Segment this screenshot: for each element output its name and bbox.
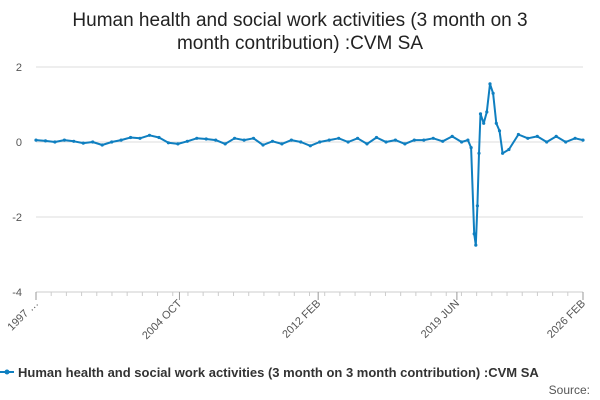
data-point[interactable] (472, 232, 476, 236)
data-point[interactable] (91, 140, 95, 144)
data-point[interactable] (223, 142, 227, 146)
x-tick-label: 2026 FEB (545, 298, 588, 341)
data-point[interactable] (270, 139, 275, 143)
data-point[interactable] (485, 110, 489, 114)
data-point[interactable] (501, 151, 505, 155)
data-point[interactable] (474, 243, 478, 247)
data-point[interactable] (53, 140, 57, 144)
x-tick-label: 2004 OCT (140, 297, 185, 342)
data-point[interactable] (185, 139, 189, 143)
data-point[interactable] (475, 204, 479, 208)
data-point[interactable] (412, 138, 416, 142)
data-point[interactable] (280, 142, 284, 146)
data-point[interactable] (100, 143, 104, 147)
data-point[interactable] (384, 140, 388, 144)
data-point[interactable] (233, 136, 237, 140)
data-point[interactable] (450, 134, 454, 138)
data-point[interactable] (195, 136, 199, 140)
source-label: Source: (549, 383, 590, 397)
data-point[interactable] (554, 134, 558, 138)
data-point[interactable] (422, 138, 426, 142)
data-point[interactable] (441, 139, 445, 143)
data-point[interactable] (488, 82, 492, 86)
chart-title-line-2: month contribution) :CVM SA (177, 33, 423, 54)
data-point[interactable] (469, 146, 473, 150)
legend-label: Human health and social work activities … (18, 365, 539, 380)
y-axis: 2 0 -2 -4 (12, 62, 22, 299)
y-tick-label: -2 (12, 212, 22, 224)
x-axis: 1997 … 2004 OCT 2012 FEB 2019 JUN 2026 FEB (5, 291, 588, 342)
data-point[interactable] (34, 138, 38, 142)
data-point[interactable] (204, 137, 208, 141)
data-point[interactable] (374, 135, 379, 140)
data-point[interactable] (43, 139, 48, 143)
data-point[interactable] (318, 140, 322, 144)
data-point[interactable] (466, 138, 470, 142)
data-point[interactable] (242, 138, 246, 142)
data-point[interactable] (166, 141, 170, 145)
x-tick-label: 2019 JUN (419, 298, 462, 341)
data-point[interactable] (482, 121, 486, 125)
data-point[interactable] (478, 112, 483, 116)
data-point[interactable] (147, 133, 152, 137)
data-point[interactable] (346, 140, 350, 144)
data-point[interactable] (81, 141, 85, 145)
grid (36, 66, 583, 293)
data-point[interactable] (251, 136, 256, 140)
data-point[interactable] (129, 135, 133, 140)
data-point[interactable] (535, 134, 539, 138)
data-point[interactable] (138, 136, 142, 140)
x-tick-label: 2012 FEB (280, 298, 323, 341)
data-point[interactable] (356, 136, 360, 140)
data-point[interactable] (299, 140, 303, 144)
data-point[interactable] (261, 143, 265, 147)
data-point[interactable] (289, 138, 293, 142)
data-point[interactable] (581, 138, 585, 142)
data-point[interactable] (176, 142, 180, 146)
data-point[interactable] (157, 135, 161, 140)
data-point[interactable] (516, 132, 521, 137)
data-point[interactable] (308, 144, 312, 148)
y-tick-label: 2 (16, 62, 22, 74)
data-point[interactable] (337, 136, 341, 140)
data-point[interactable] (393, 138, 397, 142)
data-point[interactable] (62, 138, 66, 142)
data-point[interactable] (327, 138, 331, 142)
data-point[interactable] (119, 138, 123, 142)
data-point[interactable] (573, 136, 577, 140)
data-point[interactable] (214, 138, 218, 142)
data-point[interactable] (494, 121, 498, 125)
data-point[interactable] (365, 142, 369, 146)
data-point[interactable] (545, 140, 549, 144)
legend-swatch-marker (4, 369, 10, 375)
data-point[interactable] (497, 129, 502, 133)
data-point[interactable] (431, 136, 435, 140)
chart-title-line-1: Human health and social work activities … (72, 10, 527, 31)
data-point[interactable] (491, 91, 495, 95)
data-point[interactable] (477, 151, 481, 155)
series-line-0 (35, 82, 584, 247)
y-tick-label: -4 (12, 287, 22, 299)
data-point[interactable] (110, 140, 114, 144)
data-point[interactable] (460, 140, 464, 144)
data-point[interactable] (507, 147, 511, 152)
data-point[interactable] (72, 139, 76, 143)
data-point[interactable] (564, 140, 568, 144)
series-layer (34, 82, 585, 247)
y-tick-label: 0 (16, 137, 22, 149)
data-point[interactable] (403, 142, 407, 146)
legend[interactable]: Human health and social work activities … (0, 365, 539, 380)
x-tick-label: 1997 … (5, 298, 41, 334)
data-point[interactable] (526, 136, 530, 140)
